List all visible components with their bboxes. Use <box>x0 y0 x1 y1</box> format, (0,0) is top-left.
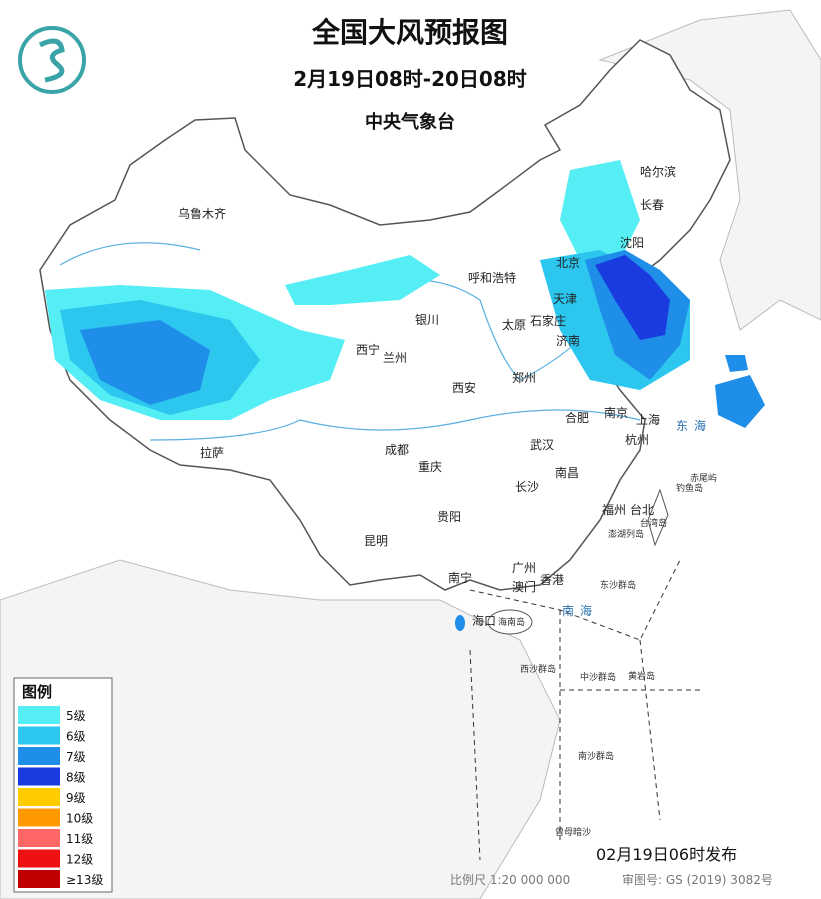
title: 全国大风预报图 <box>311 16 508 49</box>
wind-zone <box>455 615 465 631</box>
city-label: 重庆 <box>418 460 442 474</box>
issuer: 中央气象台 <box>365 111 455 133</box>
city-label: 太原 <box>502 317 526 332</box>
city-label: 北京 <box>556 256 580 270</box>
logo <box>38 38 65 83</box>
legend-swatch <box>18 849 60 868</box>
city-label: 拉萨 <box>200 445 224 460</box>
legend-swatch <box>18 788 60 806</box>
place-label: 台湾岛 <box>640 517 667 529</box>
legend-label: 11级 <box>66 832 93 846</box>
legend-label: 8级 <box>66 771 86 785</box>
city-label: 西安 <box>452 380 476 395</box>
city-label: 长春 <box>640 198 664 212</box>
city-label: 沈阳 <box>620 235 644 250</box>
city-label: 武汉 <box>530 438 554 452</box>
place-label: 钓鱼岛 <box>676 482 703 494</box>
wind-zone <box>725 355 748 372</box>
place-label: 西沙群岛 <box>520 663 556 675</box>
legend-swatch <box>18 808 60 827</box>
subtitle: 2月19日08时-20日08时 <box>293 67 527 91</box>
city-label: 澳门 <box>512 579 536 594</box>
boundary-dashes <box>469 559 700 861</box>
city-label: 呼和浩特 <box>468 270 516 285</box>
legend-label: 7级 <box>66 750 86 764</box>
place-label: 海南岛 <box>498 616 525 628</box>
neighbour-land <box>0 559 561 899</box>
legend-label: 9级 <box>66 791 86 805</box>
city-label: 南昌 <box>555 465 579 480</box>
city-label: 福州 <box>602 502 626 517</box>
legend-swatch <box>18 870 60 888</box>
approval-number: 审图号: GS (2019) 3082号 <box>622 872 773 887</box>
city-label: 广州 <box>512 561 536 575</box>
city-label: 上海 <box>636 412 660 427</box>
legend-swatch <box>18 726 60 745</box>
hainan <box>487 609 533 635</box>
wind-zone <box>80 320 210 405</box>
wind-zone <box>560 160 640 300</box>
scale: 比例尺 1:20 000 000 <box>450 873 570 887</box>
issued-time: 02月19日06时发布 <box>596 845 737 864</box>
place-label: 中沙群岛 <box>580 671 616 683</box>
legend-label: 5级 <box>66 709 86 723</box>
city-label: 石家庄 <box>530 313 566 328</box>
city-label: 台北 <box>630 502 654 517</box>
taiwan <box>647 488 669 547</box>
city-label: 兰州 <box>383 351 407 365</box>
place-label: 曾母暗沙 <box>555 826 591 838</box>
city-label: 南宁 <box>448 570 472 585</box>
legend-label: ≥13级 <box>66 873 103 887</box>
logo <box>18 26 86 94</box>
city-label: 贵阳 <box>437 510 461 524</box>
legend-title: 图例 <box>22 683 52 701</box>
wind-zone <box>595 255 670 340</box>
city-label: 合肥 <box>565 410 589 425</box>
place-label: 南沙群岛 <box>578 750 614 762</box>
city-label: 天津 <box>553 292 577 306</box>
wind-zone <box>285 255 440 305</box>
legend-label: 6级 <box>66 730 86 744</box>
legend: 图例 5级 6级 7级 8级 9级 10级 11级 12级 ≥13级 <box>13 677 113 893</box>
place-label: 澎湖列岛 <box>608 528 644 540</box>
city-label: 银川 <box>415 313 439 327</box>
legend-label: 10级 <box>66 812 93 826</box>
place-label: 东沙群岛 <box>600 579 636 591</box>
place-label: 黄岩岛 <box>628 670 655 682</box>
city-label: 南京 <box>604 405 628 420</box>
city-label: 成都 <box>385 443 409 457</box>
legend-swatch <box>18 747 60 765</box>
legend-swatch <box>18 829 60 847</box>
river <box>59 242 641 441</box>
city-label: 济南 <box>556 333 580 348</box>
sea-label: 南海 <box>562 603 598 618</box>
sea-label: 东海 <box>676 418 712 433</box>
legend-swatch <box>18 706 60 724</box>
wind-zone <box>715 375 765 428</box>
city-label: 乌鲁木齐 <box>178 206 226 221</box>
city-label: 杭州 <box>625 432 649 447</box>
city-labels: 乌鲁木齐 哈尔滨 长春 沈阳 北京 呼和浩特 天津 银川 太原 石家庄 济南 西… <box>178 164 676 628</box>
neighbour-land <box>598 9 821 331</box>
city-label: 香港 <box>540 573 564 587</box>
place-labels: 海南岛 台湾岛 赤尾屿 钓鱼岛 澎湖列岛 东沙群岛 中沙群岛 黄岩岛 西沙群岛 … <box>498 418 717 838</box>
city-label: 昆明 <box>364 534 388 548</box>
city-label: 海口 <box>472 613 496 628</box>
city-label: 哈尔滨 <box>640 164 676 179</box>
city-label: 西宁 <box>356 342 380 357</box>
place-label: 赤尾屿 <box>690 473 717 484</box>
city-label: 郑州 <box>512 370 536 385</box>
city-label: 长沙 <box>515 480 539 494</box>
legend-label: 12级 <box>66 853 93 867</box>
legend-swatch <box>18 767 60 786</box>
